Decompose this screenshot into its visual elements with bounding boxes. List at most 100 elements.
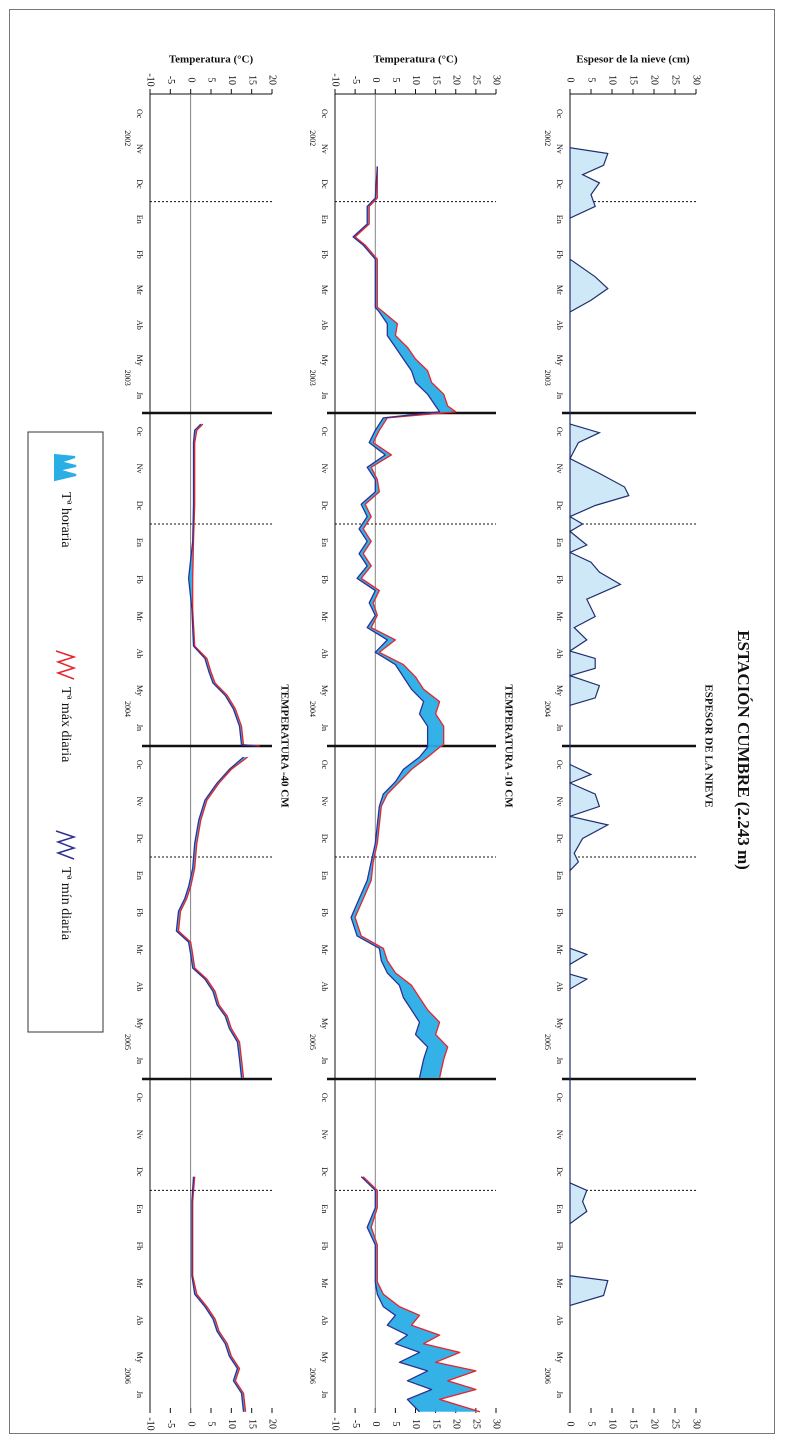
month-label: Mr bbox=[320, 612, 329, 622]
y-tick-label: 20 bbox=[450, 75, 461, 85]
y-tick-label-bottom: -5 bbox=[350, 1420, 361, 1428]
snow-area bbox=[569, 973, 589, 991]
y-tick-label-bottom: 0 bbox=[185, 1422, 196, 1427]
month-label: En bbox=[320, 538, 329, 547]
month-label: Jn bbox=[555, 1391, 564, 1398]
month-label: Mr bbox=[135, 1278, 144, 1288]
month-label: My bbox=[320, 355, 329, 366]
y-tick-label: 15 bbox=[628, 75, 639, 85]
snow-area bbox=[569, 782, 601, 818]
y-tick-label-bottom: -5 bbox=[165, 1420, 176, 1428]
y-tick-label-bottom: 15 bbox=[246, 1419, 257, 1429]
max-temp-line bbox=[192, 1176, 247, 1412]
max-temp-line bbox=[177, 756, 248, 1078]
month-label: My bbox=[555, 355, 564, 366]
month-label: Ab bbox=[135, 649, 144, 659]
month-label: Mr bbox=[320, 1278, 329, 1288]
legend-swatch-hourly bbox=[54, 453, 77, 482]
month-label: Oc bbox=[135, 760, 144, 770]
month-label: Oc bbox=[320, 109, 329, 119]
max-temp-line bbox=[192, 423, 260, 747]
month-label: En bbox=[320, 871, 329, 880]
y-tick-label: -5 bbox=[165, 76, 176, 84]
month-label: My bbox=[320, 1352, 329, 1363]
month-label: En bbox=[555, 1204, 564, 1213]
month-label: En bbox=[135, 871, 144, 880]
y-tick-label: -5 bbox=[350, 76, 361, 84]
y-tick-label: 10 bbox=[226, 75, 237, 85]
month-label: Ab bbox=[555, 1315, 564, 1325]
year-label: 2002 bbox=[543, 130, 552, 146]
chart-title: ESTACIÓN CUMBRE (2.243 m) bbox=[734, 630, 753, 870]
month-label: En bbox=[135, 1204, 144, 1213]
y-tick-label: 10 bbox=[607, 75, 618, 85]
y-tick-label: 20 bbox=[649, 75, 660, 85]
legend-swatch-max bbox=[55, 650, 77, 680]
snow-area bbox=[569, 457, 630, 518]
month-label: Fb bbox=[135, 1242, 144, 1250]
month-label: Dc bbox=[135, 501, 144, 511]
hourly-band bbox=[176, 757, 248, 1078]
snow-area bbox=[569, 423, 602, 459]
snow-area bbox=[569, 147, 609, 219]
y-tick-label: 30 bbox=[491, 75, 502, 85]
month-label: Oc bbox=[320, 1093, 329, 1103]
snow-area bbox=[569, 1181, 588, 1225]
month-label: Nv bbox=[555, 144, 564, 154]
year-label: 2003 bbox=[123, 370, 132, 386]
y-tick-label: 20 bbox=[267, 75, 278, 85]
month-label: Mr bbox=[135, 612, 144, 622]
month-label: Nv bbox=[135, 144, 144, 154]
y-tick-label-bottom: 0 bbox=[370, 1422, 381, 1427]
snow-area bbox=[569, 530, 588, 554]
month-label: Fb bbox=[320, 908, 329, 916]
month-label: Dc bbox=[320, 1167, 329, 1177]
y-tick-label-bottom: 20 bbox=[450, 1419, 461, 1429]
month-label: Nv bbox=[555, 797, 564, 807]
month-label: Jn bbox=[555, 724, 564, 731]
month-label: Jn bbox=[135, 724, 144, 731]
y-tick-label: 10 bbox=[410, 75, 421, 85]
month-label: Fb bbox=[555, 250, 564, 258]
month-label: Mr bbox=[555, 945, 564, 955]
y-axis-label: Espesor de la nieve (cm) bbox=[576, 54, 690, 66]
year-label: 2003 bbox=[543, 370, 552, 386]
month-label: Jn bbox=[320, 724, 329, 731]
legend-label: Tª horaria bbox=[58, 492, 73, 548]
legend-box bbox=[27, 431, 104, 1033]
year-label: 2002 bbox=[123, 130, 132, 146]
year-label: 2005 bbox=[308, 1034, 317, 1050]
month-label: Oc bbox=[320, 760, 329, 770]
plot-temp-40: -10 -10 -5 -5 0 0 5 5 10 10 15 15 20 20 Temperatura (°… bbox=[123, 54, 290, 1431]
snow-area bbox=[569, 515, 584, 533]
hourly-band bbox=[361, 1176, 480, 1412]
min-temp-line bbox=[187, 423, 256, 747]
y-tick-label-bottom: 5 bbox=[206, 1422, 217, 1427]
month-label: Nv bbox=[320, 144, 329, 154]
month-label: Mr bbox=[135, 285, 144, 295]
snow-area bbox=[569, 674, 601, 707]
month-label: Dc bbox=[135, 1167, 144, 1177]
month-label: Ab bbox=[320, 320, 329, 330]
min-temp-line bbox=[175, 756, 244, 1078]
year-label: 2003 bbox=[308, 370, 317, 386]
month-label: Oc bbox=[555, 427, 564, 437]
month-label: Ab bbox=[135, 1315, 144, 1325]
plot-temp-10: -10 -10 -5 -5 0 0 5 5 10 10 15 15 20 20 25 25 30 30 Temper… bbox=[308, 54, 514, 1431]
month-label: Mr bbox=[555, 285, 564, 295]
y-tick-label-bottom: -10 bbox=[330, 1417, 341, 1430]
max-temp-line bbox=[362, 1176, 481, 1413]
y-tick-label-bottom: 30 bbox=[691, 1419, 702, 1429]
month-label: Jn bbox=[555, 1057, 564, 1064]
legend-swatch-min bbox=[55, 830, 77, 860]
month-label: Mr bbox=[320, 285, 329, 295]
month-label: Nv bbox=[320, 797, 329, 807]
panel-title: TEMPERATURA -10 CM bbox=[502, 684, 514, 808]
y-tick-label-bottom: -10 bbox=[145, 1417, 156, 1430]
max-temp-line bbox=[354, 166, 457, 1078]
min-temp-line bbox=[350, 166, 441, 1078]
month-label: Oc bbox=[555, 1093, 564, 1103]
month-label: My bbox=[320, 1018, 329, 1029]
legend-label: Tª máx diaria bbox=[58, 687, 73, 763]
